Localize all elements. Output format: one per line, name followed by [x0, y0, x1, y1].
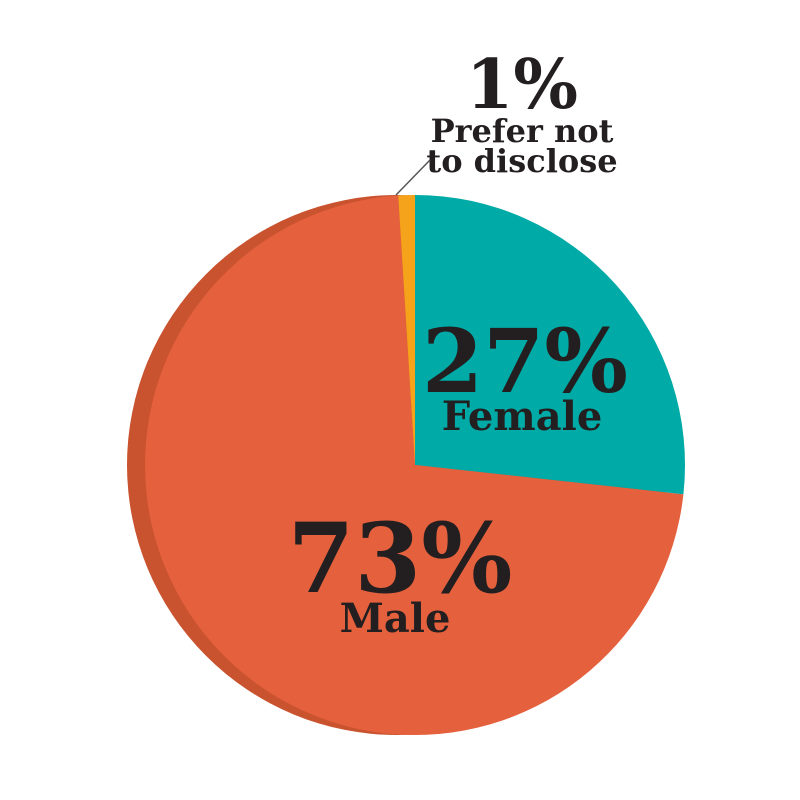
prefer-not-label-line-1: Prefer not — [431, 112, 614, 150]
pie-slice-male — [145, 195, 684, 735]
female-percent-label: 27% — [422, 309, 628, 413]
male-category-label: Male — [340, 595, 451, 642]
prefer-not-percent-label: 1% — [466, 45, 578, 125]
pie-slice-female — [415, 195, 686, 495]
female-category-label: Female — [442, 393, 603, 440]
pie-slice-prefer-not-to-disclose — [398, 195, 415, 465]
prefer-not-leader-line — [395, 159, 431, 196]
male-percent-label: 73% — [288, 502, 513, 615]
prefer-not-label-line-2: to disclose — [426, 142, 617, 180]
pie-group — [127, 195, 686, 735]
